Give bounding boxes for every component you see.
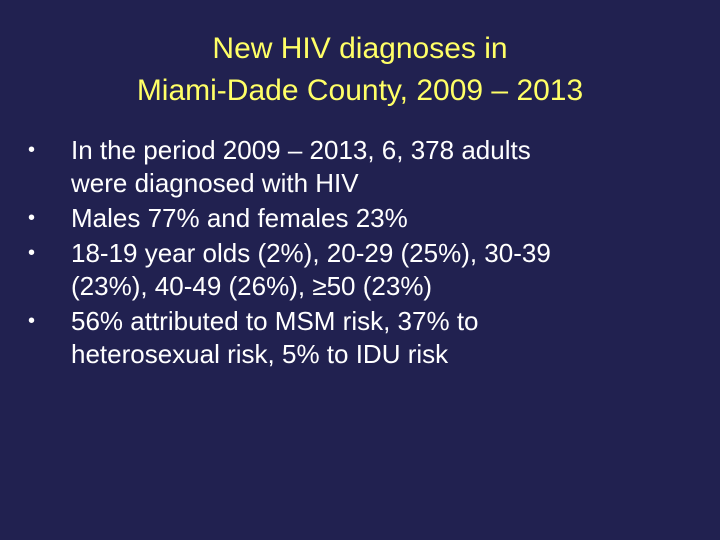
slide-title: New HIV diagnoses in Miami-Dade County, … — [0, 28, 720, 112]
slide-title-line-2: Miami-Dade County, 2009 – 2013 — [136, 74, 584, 107]
bullet-text-line: 56% attributed to MSM risk, 37% to — [71, 306, 479, 336]
bullet-text-line: Males 77% and females 23% — [71, 203, 408, 233]
bullet-icon: • — [28, 310, 36, 332]
bullet-item-diagnoses-total: • In the period 2009 – 2013, 6, 378 adul… — [28, 134, 708, 200]
bullet-item-risk-breakdown: • 56% attributed to MSM risk, 37% to het… — [28, 305, 708, 371]
bullet-text-line: heterosexual risk, 5% to IDU risk — [71, 339, 449, 369]
bullet-text-line: In the period 2009 – 2013, 6, 378 adults — [71, 135, 531, 165]
bullet-icon: • — [28, 139, 36, 161]
bullet-text-line: were diagnosed with HIV — [71, 168, 359, 198]
bullet-icon: • — [28, 242, 36, 264]
slide-title-line-1: New HIV diagnoses in — [212, 32, 508, 65]
bullet-item-age-breakdown: • 18-19 year olds (2%), 20-29 (25%), 30-… — [28, 237, 708, 303]
bullet-text-line: (23%), 40-49 (26%), ≥50 (23%) — [71, 271, 433, 301]
bullet-list: • In the period 2009 – 2013, 6, 378 adul… — [28, 134, 708, 373]
bullet-icon: • — [28, 207, 36, 229]
bullet-item-sex-breakdown: • Males 77% and females 23% — [28, 202, 708, 235]
bullet-text-line: 18-19 year olds (2%), 20-29 (25%), 30-39 — [71, 238, 551, 268]
